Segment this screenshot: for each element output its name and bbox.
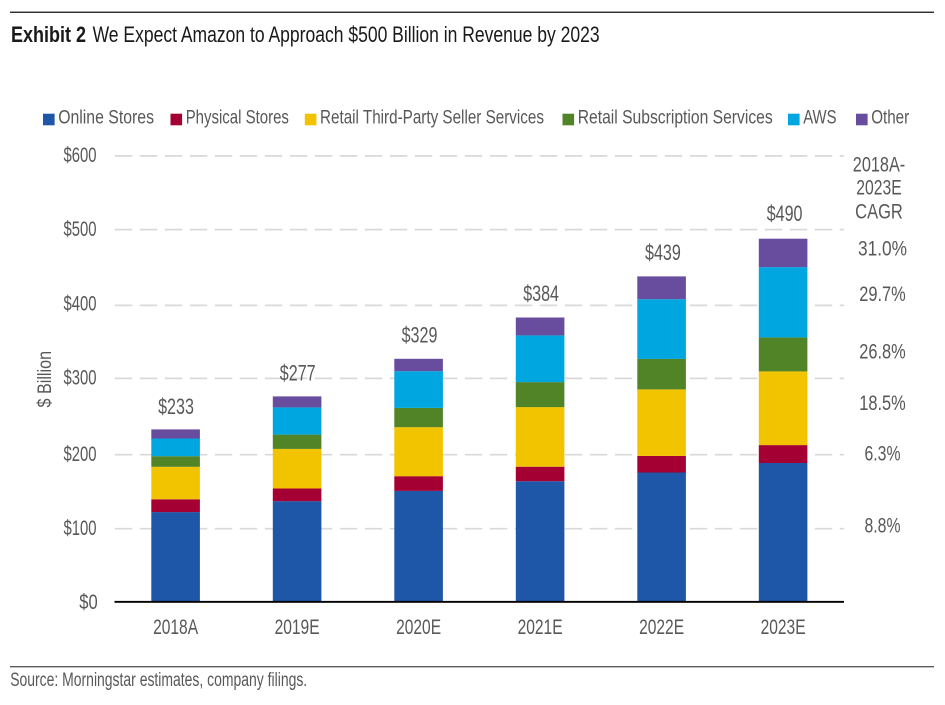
svg-text:$329: $329: [402, 323, 438, 348]
svg-text:Physical Stores: Physical Stores: [186, 108, 289, 129]
svg-text:$400: $400: [64, 292, 97, 315]
svg-text:Exhibit 2We Expect Amazon to A: Exhibit 2 We Expect Amazon to Approach $5…: [11, 22, 600, 47]
svg-text:2023E: 2023E: [761, 616, 806, 639]
svg-text:Retail Subscription Services: Retail Subscription Services: [578, 108, 773, 129]
svg-text:6.3%: 6.3%: [865, 442, 901, 465]
svg-text:2020E: 2020E: [396, 616, 441, 639]
svg-text:18.5%: 18.5%: [859, 392, 906, 415]
svg-text:$300: $300: [64, 367, 97, 390]
svg-text:Source: Morningstar estimates,: Source: Morningstar estimates, company f…: [10, 670, 307, 691]
svg-text:2023E: 2023E: [856, 177, 901, 200]
svg-text:$0: $0: [79, 591, 97, 614]
svg-text:2021E: 2021E: [518, 616, 563, 639]
svg-text:Retail Third-Party Seller Serv: Retail Third-Party Seller Services: [320, 108, 544, 129]
svg-text:2018A-: 2018A-: [853, 153, 905, 176]
svg-text:8.8%: 8.8%: [865, 514, 901, 537]
svg-text:2022E: 2022E: [639, 616, 684, 639]
svg-text:$233: $233: [158, 394, 194, 419]
svg-text:$100: $100: [64, 517, 97, 540]
svg-text:$490: $490: [767, 201, 803, 226]
svg-text:CAGR: CAGR: [855, 200, 903, 223]
svg-text:Online Stores: Online Stores: [58, 108, 154, 129]
svg-text:2018A: 2018A: [153, 616, 198, 639]
svg-text:$200: $200: [64, 443, 97, 466]
svg-text:31.0%: 31.0%: [858, 238, 907, 261]
svg-text:$ Billion: $ Billion: [35, 351, 56, 408]
svg-text:$439: $439: [645, 240, 681, 265]
svg-text:$277: $277: [280, 360, 316, 385]
svg-text:29.7%: 29.7%: [859, 283, 906, 306]
svg-text:$384: $384: [523, 281, 559, 306]
svg-text:2019E: 2019E: [275, 616, 320, 639]
svg-text:Other: Other: [871, 108, 910, 129]
svg-text:$600: $600: [64, 144, 97, 167]
svg-text:$500: $500: [64, 218, 97, 241]
svg-text:AWS: AWS: [803, 108, 836, 129]
svg-text:26.8%: 26.8%: [859, 341, 906, 364]
